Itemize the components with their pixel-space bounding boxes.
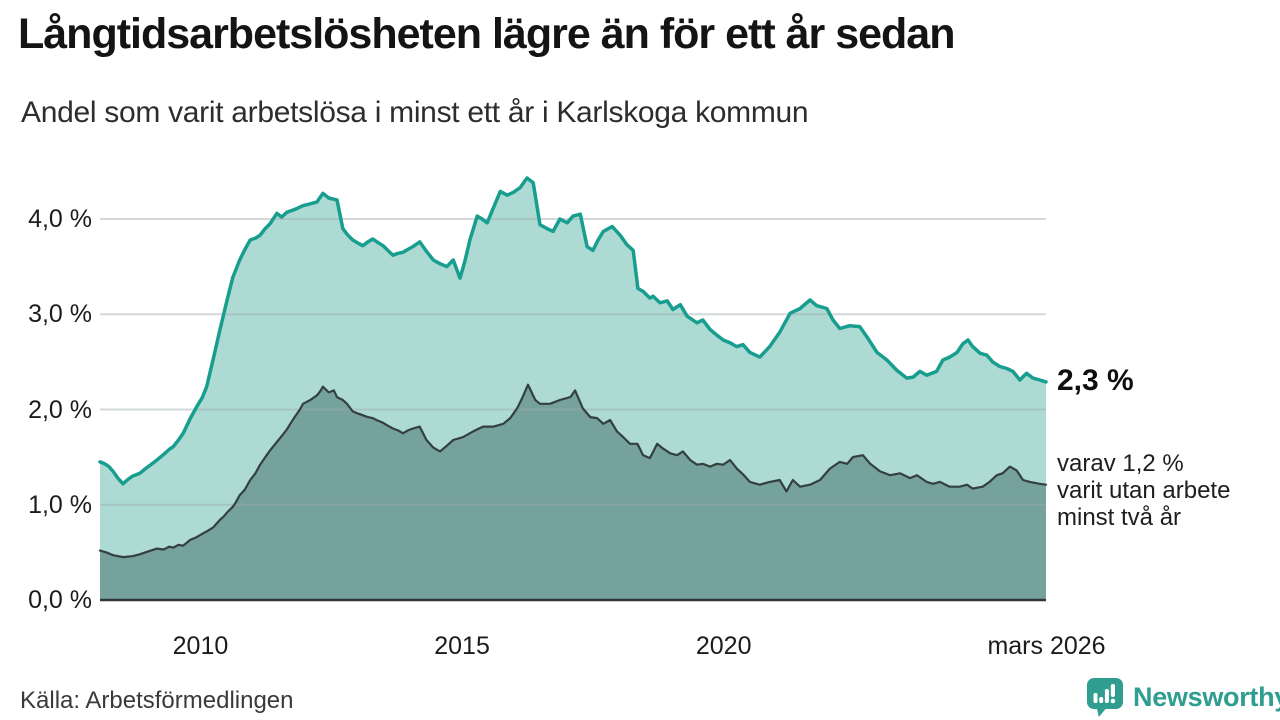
secondary-value-label: varav 1,2 % varit utan arbete minst två …: [1057, 450, 1230, 531]
secondary-value-line: minst två år: [1057, 504, 1182, 531]
x-axis-tick-label: mars 2026: [987, 632, 1106, 660]
page-subtitle: Andel som varit arbetslösa i minst ett å…: [21, 96, 809, 129]
y-axis-tick-label: 0,0 %: [28, 586, 92, 614]
source-caption: Källa: Arbetsförmedlingen: [20, 687, 294, 714]
series-line-one-year: [98, 176, 1048, 486]
y-axis-tick-label: 4,0 %: [28, 205, 92, 233]
secondary-value-line: varit utan arbete: [1057, 477, 1231, 504]
x-axis-tick-label: 2015: [434, 632, 490, 660]
newsworthy-logo[interactable]: Newsworthy: [1086, 677, 1280, 718]
end-value-label: 2,3 %: [1057, 364, 1134, 397]
y-axis-tick-label: 2,0 %: [28, 395, 92, 424]
y-axis-tick-label: 3,0 %: [28, 300, 92, 329]
y-axis-tick-label: 1,0 %: [28, 490, 92, 519]
series-line-two-years: [98, 383, 1048, 559]
x-axis-tick-label: 2020: [695, 632, 752, 660]
x-axis-tick-label: 2010: [172, 632, 229, 660]
newsworthy-speech-bubble-chart-icon: [1086, 677, 1124, 718]
area-fill-two-years: [100, 384, 1046, 600]
newsworthy-wordmark: Newsworthy: [1133, 682, 1280, 712]
page-title: Långtidsarbetslösheten lägre än för ett …: [18, 10, 955, 58]
secondary-value-line: varav 1,2 %: [1057, 450, 1184, 477]
